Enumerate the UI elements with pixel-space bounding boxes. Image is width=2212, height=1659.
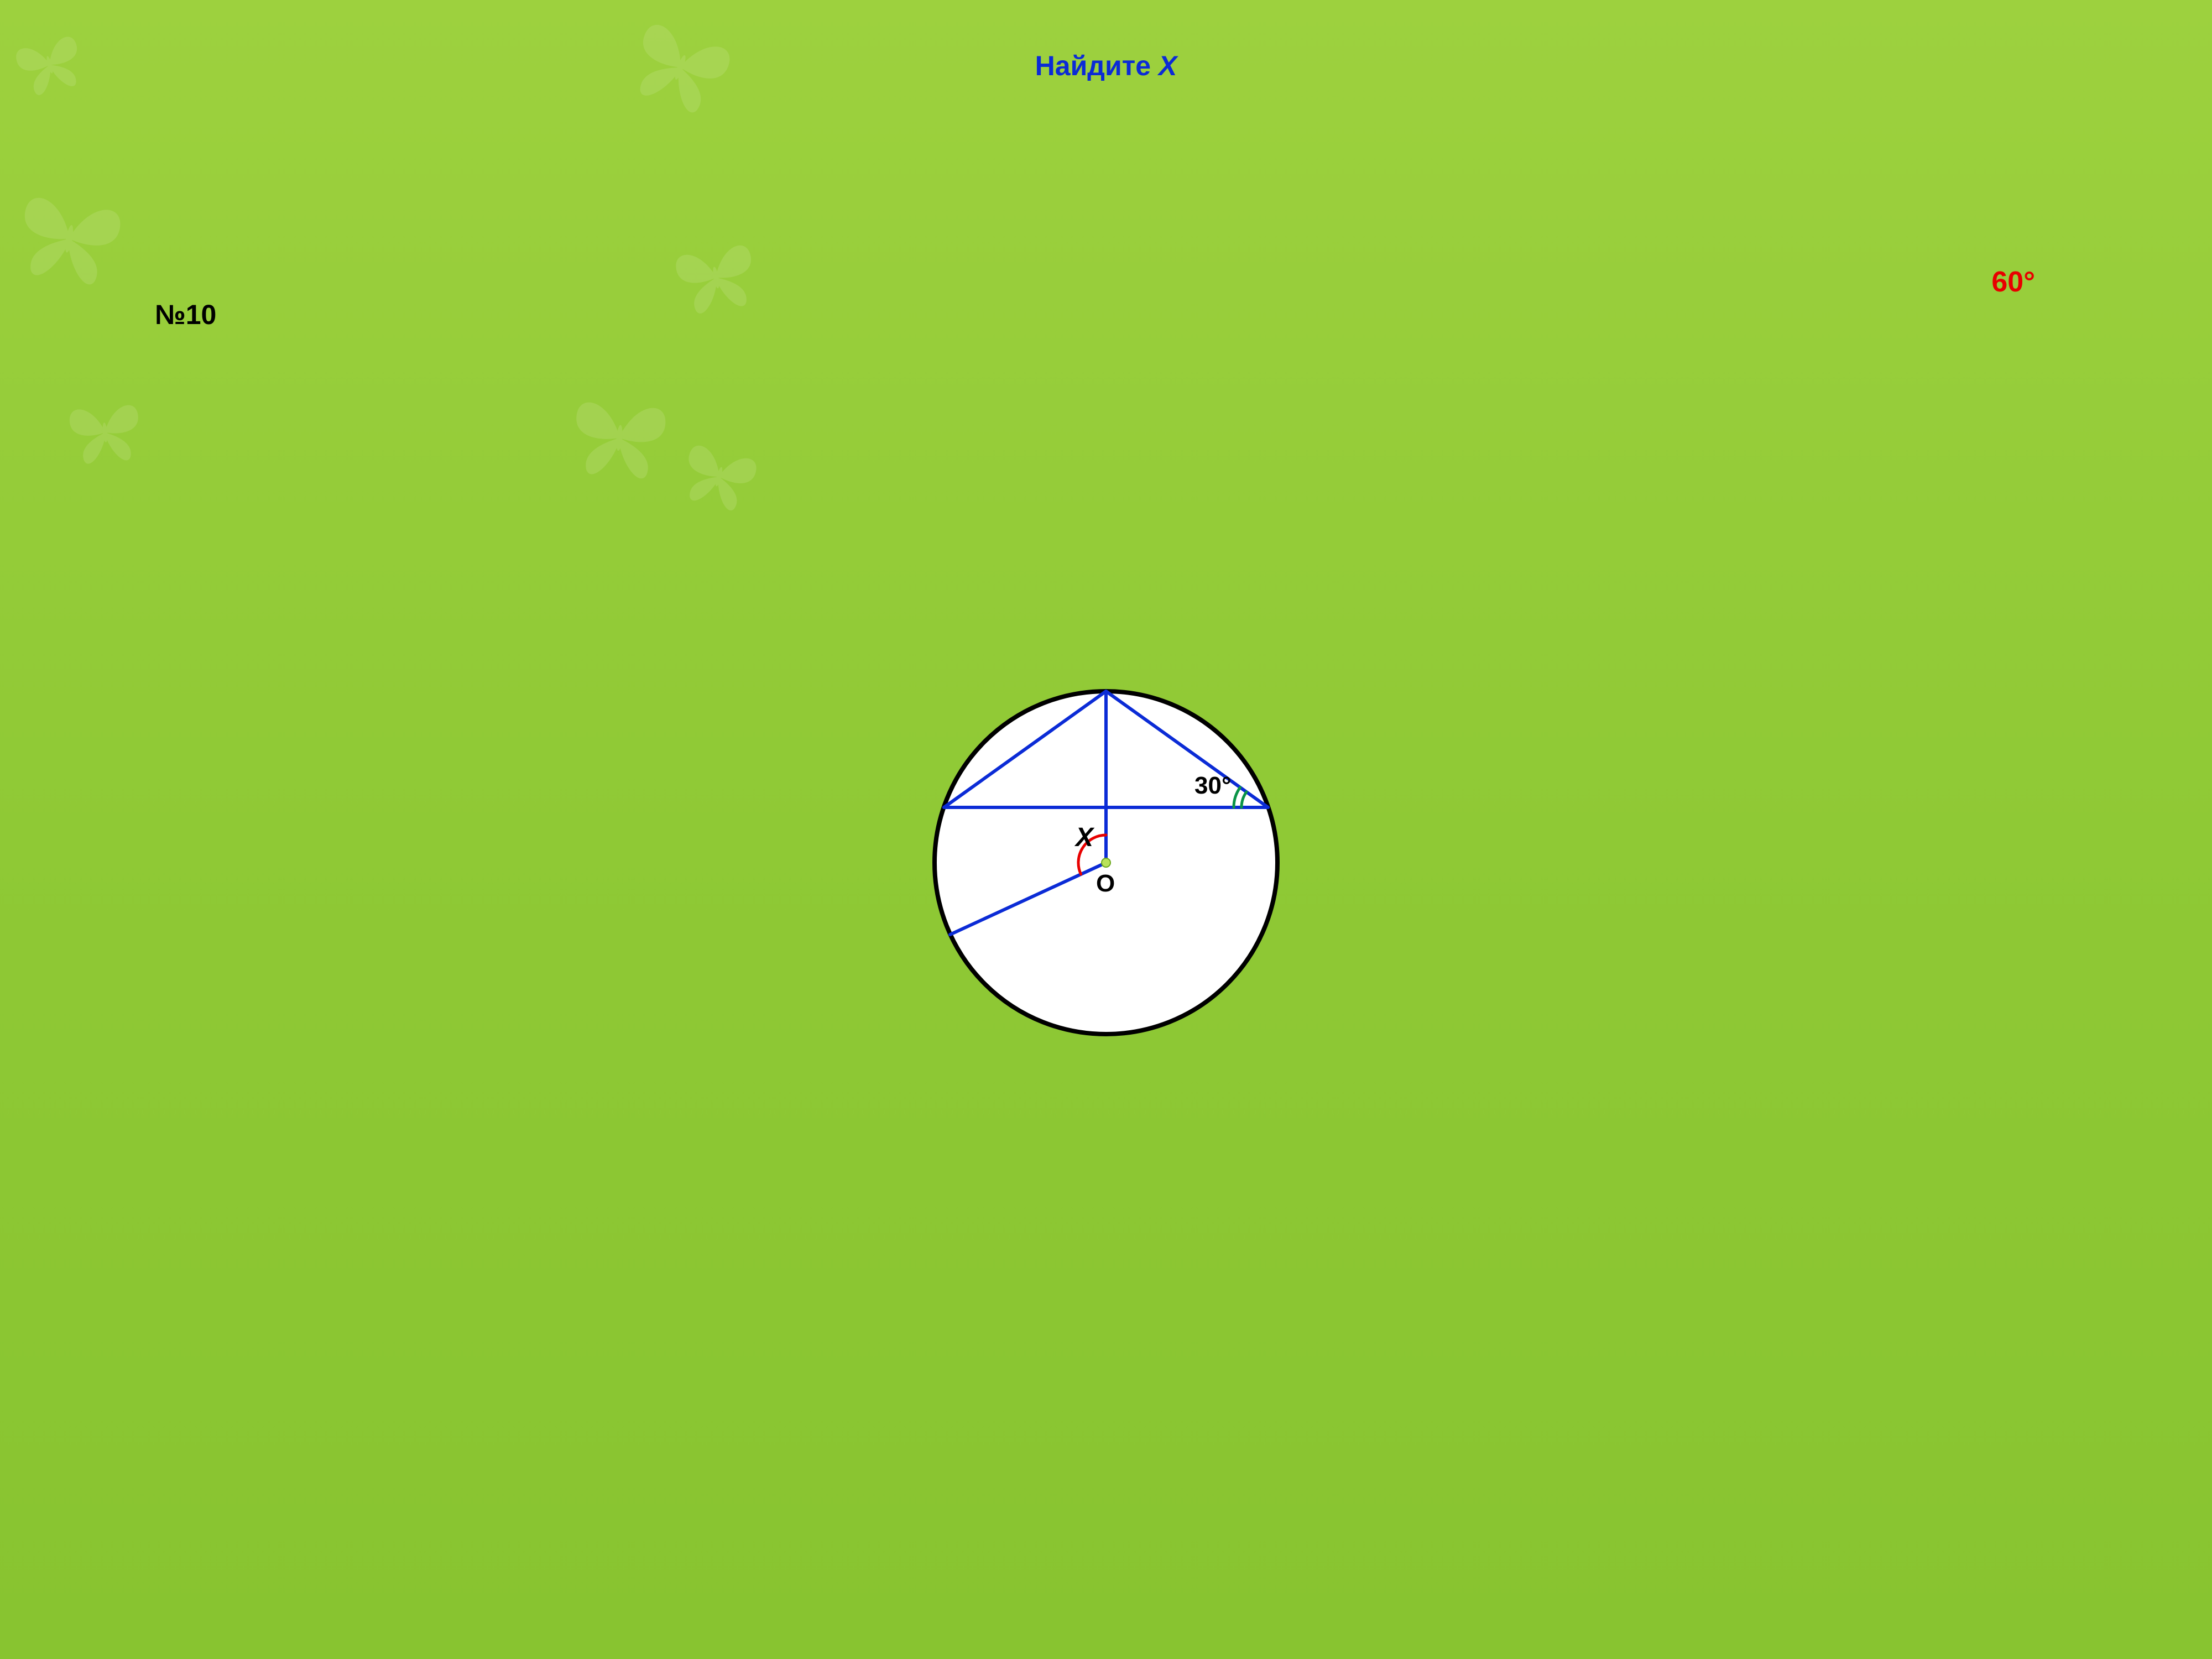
butterfly-icon bbox=[667, 233, 765, 322]
butterfly-icon bbox=[64, 395, 147, 471]
problem-number: №10 bbox=[155, 299, 216, 331]
slide: Найдите X №10 60° 30°XO bbox=[0, 0, 2212, 1659]
butterfly-icon bbox=[7, 182, 131, 296]
butterfly-icon bbox=[672, 434, 765, 520]
title-prefix: Найдите bbox=[1035, 50, 1159, 81]
title-variable: X bbox=[1159, 50, 1177, 81]
answer-value: 60° bbox=[1991, 265, 2035, 299]
angle-30-label: 30° bbox=[1194, 772, 1232, 799]
slide-title: Найдите X bbox=[0, 50, 2212, 82]
butterfly-icon bbox=[565, 389, 673, 488]
center-label: O bbox=[1096, 870, 1115, 897]
center-point bbox=[1102, 858, 1110, 867]
angle-x-label: X bbox=[1074, 823, 1095, 852]
geometry-diagram: 30° XO bbox=[885, 641, 1327, 1084]
